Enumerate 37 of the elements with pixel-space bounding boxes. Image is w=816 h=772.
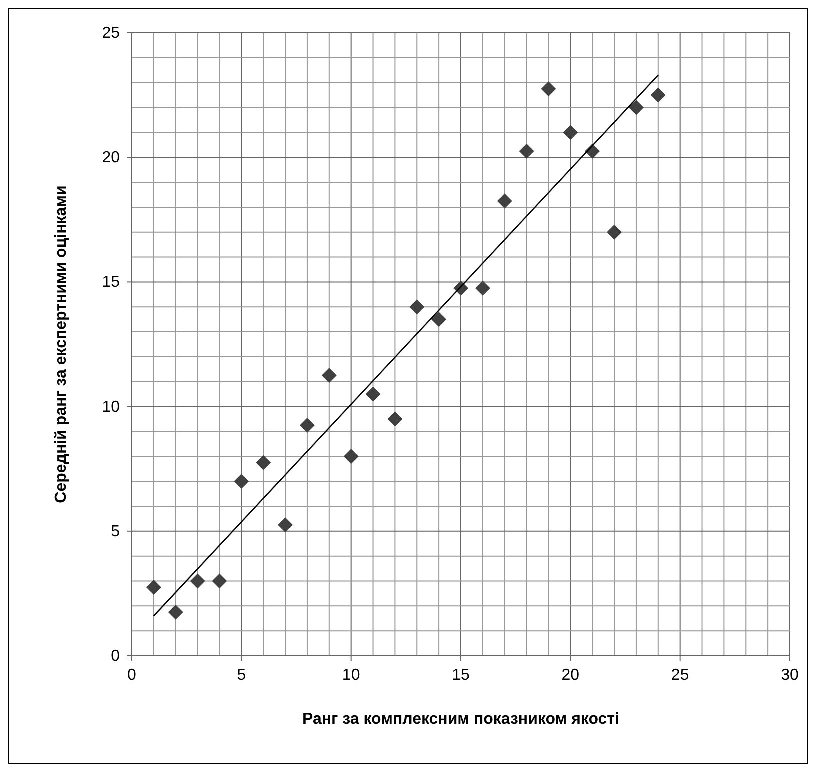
point: [300, 418, 315, 433]
y-tick-label: 5: [111, 523, 120, 540]
point: [366, 386, 381, 402]
y-tick-label: 20: [102, 150, 120, 167]
point: [168, 604, 184, 620]
point: [607, 224, 622, 240]
y-tick-label: 10: [102, 398, 120, 416]
point: [432, 312, 447, 328]
point: [519, 144, 534, 159]
point: [322, 368, 337, 384]
point: [234, 474, 250, 490]
x-tick-label: 20: [562, 667, 580, 684]
point: [146, 580, 162, 595]
point: [278, 518, 294, 533]
y-tick-label: 15: [102, 274, 120, 292]
point: [650, 88, 666, 103]
y-tick-label: 0: [111, 648, 120, 665]
point: [541, 82, 556, 97]
x-tick-label: 5: [237, 667, 246, 684]
point: [388, 412, 403, 427]
x-axis-title: Ранг за комплексним показником якості: [302, 711, 620, 728]
point: [256, 455, 272, 470]
point: [475, 280, 490, 296]
x-tick-label: 0: [128, 667, 137, 684]
y-axis-title: Середній ранг за експертними оцінками: [53, 186, 70, 504]
point: [563, 125, 578, 140]
point: [190, 574, 206, 589]
x-tick-label: 30: [781, 667, 799, 684]
x-tick-label: 15: [452, 667, 470, 684]
point: [212, 574, 228, 589]
x-tick-label: 25: [671, 667, 690, 684]
point: [628, 100, 644, 116]
y-tick-label: 25: [102, 25, 120, 42]
point: [344, 449, 359, 464]
point: [410, 300, 425, 315]
point: [497, 194, 512, 209]
x-tick-label: 10: [342, 667, 360, 684]
